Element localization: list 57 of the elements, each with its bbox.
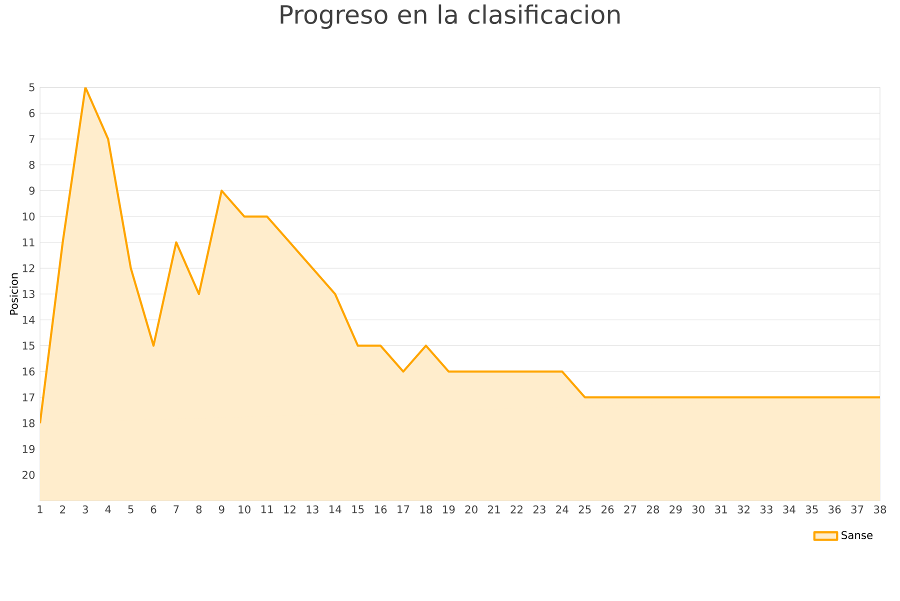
x-tick-label: 29 xyxy=(670,506,682,514)
x-tick-label: 28 xyxy=(646,506,660,514)
x-tick-label: 38 xyxy=(874,506,886,514)
y-tick-label: 20 xyxy=(22,470,35,480)
x-tick-label: 27 xyxy=(624,506,636,514)
x-tick-label: 14 xyxy=(330,506,342,514)
y-tick-label: 17 xyxy=(22,394,34,402)
x-tick-label: 36 xyxy=(828,506,841,514)
y-axis-title: Posicion xyxy=(10,273,18,315)
y-tick-label: 8 xyxy=(29,160,35,170)
x-tick-label: 22 xyxy=(510,506,522,514)
x-tick-label: 9 xyxy=(218,506,224,514)
x-tick-label: 2 xyxy=(60,506,66,514)
legend-label: Sanse xyxy=(842,531,873,540)
x-tick-label: 35 xyxy=(806,506,818,514)
x-tick-label: 34 xyxy=(783,506,796,514)
x-tick-label: 17 xyxy=(398,506,410,514)
x-tick-label: 31 xyxy=(715,506,727,514)
x-tick-label: 5 xyxy=(128,506,134,514)
x-tick-label: 8 xyxy=(196,506,202,514)
y-tick-label: 19 xyxy=(22,445,35,454)
x-tick-label: 33 xyxy=(760,506,772,514)
x-tick-label: 32 xyxy=(738,506,750,514)
x-tick-label: 19 xyxy=(443,506,455,514)
y-tick-label: 14 xyxy=(22,316,35,324)
y-tick-label: 15 xyxy=(22,342,34,350)
x-tick-label: 21 xyxy=(488,506,500,514)
x-tick-label: 1 xyxy=(38,506,42,514)
x-tick-label: 16 xyxy=(374,506,387,514)
x-tick-label: 20 xyxy=(465,506,478,514)
x-tick-label: 10 xyxy=(238,506,250,514)
chart-title: Progreso en la clasificacion xyxy=(280,4,620,30)
y-tick-label: 13 xyxy=(22,290,34,298)
y-tick-label: 12 xyxy=(22,264,34,272)
x-tick-label: 3 xyxy=(82,506,88,514)
x-tick-label: 12 xyxy=(284,506,296,514)
x-tick-label: 7 xyxy=(174,506,179,514)
x-tick-label: 23 xyxy=(533,506,546,514)
y-tick-label: 5 xyxy=(29,84,34,92)
x-tick-label: 11 xyxy=(261,506,273,514)
x-tick-label: 18 xyxy=(420,506,432,514)
y-tick-label: 6 xyxy=(29,109,35,118)
y-tick-label: 11 xyxy=(22,238,34,246)
y-tick-label: 10 xyxy=(22,212,35,221)
x-tick-label: 4 xyxy=(105,506,111,514)
x-tick-label: 13 xyxy=(306,506,318,514)
x-tick-label: 15 xyxy=(352,506,364,514)
x-tick-label: 25 xyxy=(578,506,591,514)
x-tick-label: 30 xyxy=(692,506,704,514)
x-tick-label: 26 xyxy=(602,506,614,514)
y-tick-label: 18 xyxy=(22,419,35,428)
x-tick-label: 6 xyxy=(150,506,156,514)
x-tick-label: 24 xyxy=(556,506,568,514)
y-tick-label: 7 xyxy=(29,135,34,144)
y-tick-label: 16 xyxy=(22,368,35,376)
y-tick-label: 9 xyxy=(29,186,35,195)
x-tick-label: 37 xyxy=(851,506,864,514)
